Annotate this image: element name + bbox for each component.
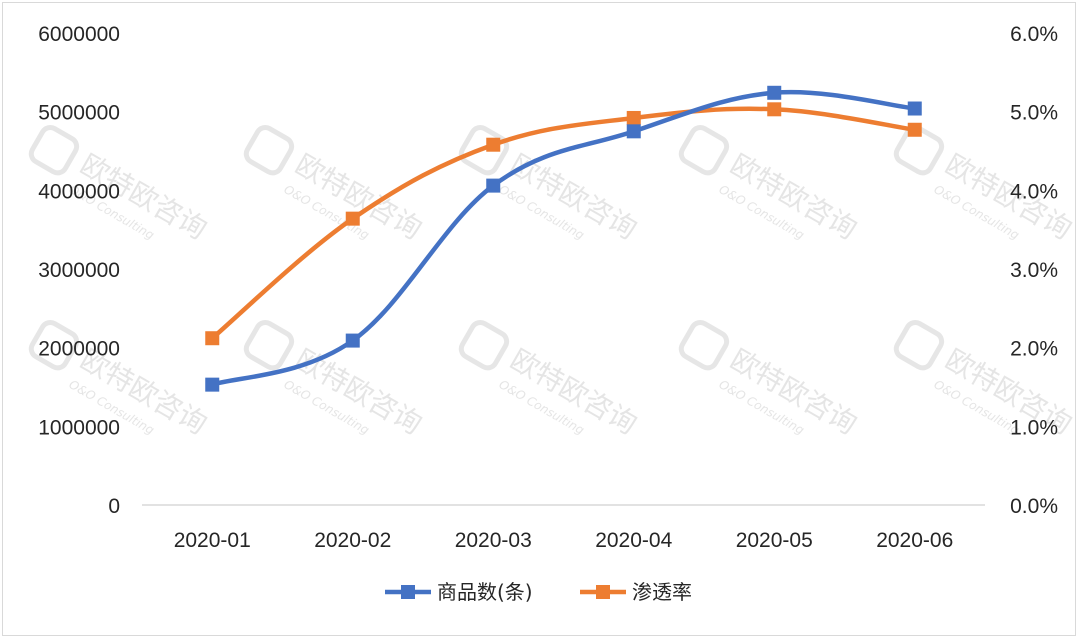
y-left-tick-label: 2000000 — [38, 338, 120, 361]
x-tick-label: 2020-01 — [174, 529, 251, 552]
series-1-marker — [907, 122, 922, 137]
series-0-marker — [205, 377, 220, 392]
y-right-tick-label: 5.0% — [1010, 102, 1058, 125]
legend-marker — [596, 585, 610, 599]
x-tick-label: 2020-06 — [876, 529, 953, 552]
watermark-logo-icon — [28, 320, 80, 371]
series-1-marker — [626, 110, 641, 125]
y-right-tick-label: 2.0% — [1010, 338, 1058, 361]
y-right-tick-label: 6.0% — [1010, 23, 1058, 46]
series-1-marker — [205, 331, 220, 346]
series-0-marker — [486, 178, 501, 193]
watermark-logo-icon — [458, 125, 510, 176]
y-left-tick-label: 5000000 — [38, 102, 120, 125]
series-0 — [205, 85, 922, 392]
x-tick-label: 2020-04 — [595, 529, 672, 552]
watermark-logo-icon — [458, 320, 510, 371]
legend-label: 商品数(条) — [437, 580, 533, 604]
series-1 — [205, 102, 922, 346]
x-tick-label: 2020-05 — [736, 529, 813, 552]
series-0-marker — [345, 333, 360, 348]
legend-item-0: 商品数(条) — [385, 580, 533, 604]
series-1-line — [210, 106, 917, 341]
series-1-marker — [486, 137, 501, 152]
y-right-tick-label: 3.0% — [1010, 259, 1058, 282]
watermark-logo-icon — [28, 125, 80, 176]
y-left-tick-label: 3000000 — [38, 259, 120, 282]
legend-item-1: 渗透率 — [580, 580, 692, 604]
y-right-tick-label: 1.0% — [1010, 416, 1058, 439]
y-left-tick-label: 6000000 — [38, 23, 120, 46]
watermark-logo-icon — [678, 125, 730, 176]
x-tick-label: 2020-02 — [314, 529, 391, 552]
y-left-tick-label: 4000000 — [38, 180, 120, 203]
legend-marker — [401, 585, 415, 599]
series-0-marker — [767, 85, 782, 100]
y-right-tick-label: 0.0% — [1010, 495, 1058, 518]
y-right-tick-label: 4.0% — [1010, 180, 1058, 203]
watermark-logo-icon — [678, 320, 730, 371]
watermark-logo-icon — [243, 320, 295, 371]
series-1-marker — [345, 211, 360, 226]
watermark-logo-icon — [893, 320, 945, 371]
series-0-marker — [907, 101, 922, 116]
legend-label: 渗透率 — [632, 580, 692, 604]
series-0-marker — [626, 124, 641, 139]
x-tick-label: 2020-03 — [455, 529, 532, 552]
watermark-logo-icon — [893, 125, 945, 176]
series-1-marker — [767, 102, 782, 117]
y-left-tick-label: 0 — [108, 495, 120, 518]
watermark-logo-icon — [243, 125, 295, 176]
y-left-tick-label: 1000000 — [38, 416, 120, 439]
series-0-line — [210, 89, 917, 387]
